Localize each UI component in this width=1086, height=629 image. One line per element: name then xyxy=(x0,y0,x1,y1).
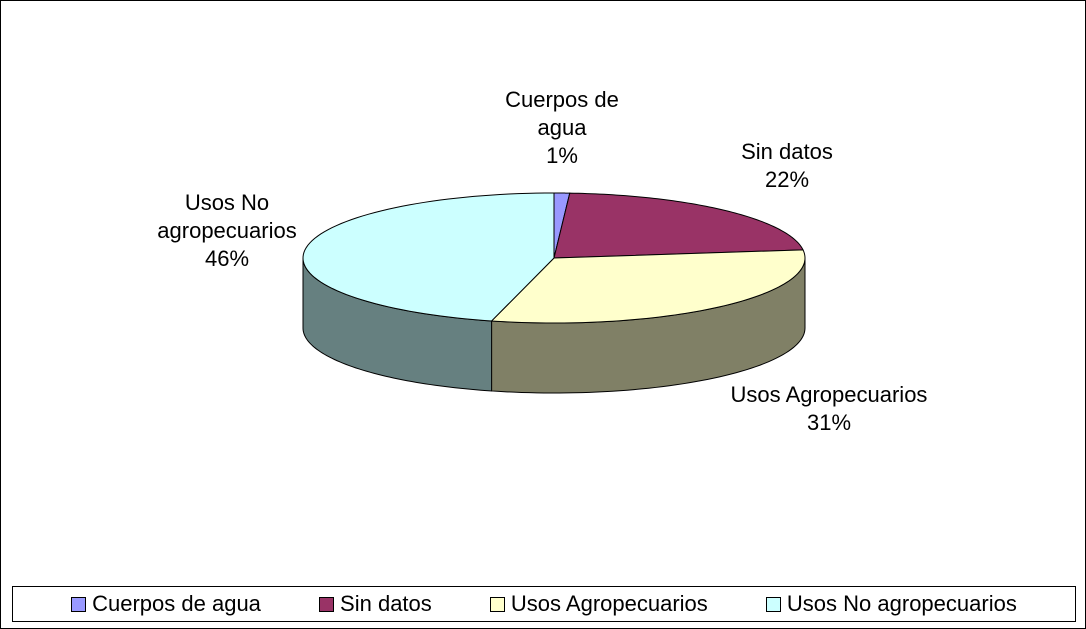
data-label: Usos No agropecuarios 46% xyxy=(132,189,322,273)
pie-slice xyxy=(490,249,806,324)
legend-label: Usos Agropecuarios xyxy=(510,591,708,616)
legend-swatch xyxy=(489,596,505,612)
data-label-category: Sin datos xyxy=(741,139,833,164)
data-label: Sin datos 22% xyxy=(702,138,872,194)
legend-label: Usos No agropecuarios xyxy=(786,591,1017,616)
data-label-category: Cuerpos de agua xyxy=(505,87,619,140)
legend-swatch xyxy=(765,596,781,612)
legend-item: Sin datos xyxy=(319,591,432,617)
legend-label: Cuerpos de agua xyxy=(92,591,261,616)
data-label-category: Usos Agropecuarios xyxy=(730,382,928,407)
data-label: Usos Agropecuarios 31% xyxy=(729,381,929,437)
legend-swatch xyxy=(319,596,335,612)
legend-item: Usos Agropecuarios xyxy=(489,591,708,617)
legend-swatch xyxy=(71,596,87,612)
legend-item: Cuerpos de agua xyxy=(71,591,261,617)
legend: Cuerpos de agua Sin datos Usos Agropecuari… xyxy=(12,586,1076,622)
data-label: Cuerpos de agua 1% xyxy=(487,86,637,170)
data-label-value: 46% xyxy=(204,246,250,271)
data-label-value: 22% xyxy=(764,167,810,192)
legend-label: Sin datos xyxy=(340,591,432,616)
legend-item: Usos No agropecuarios xyxy=(765,591,1017,617)
pie-slice xyxy=(302,192,555,322)
data-label-value: 31% xyxy=(806,410,852,435)
data-label-category: Usos No agropecuarios xyxy=(157,190,297,243)
data-label-value: 1% xyxy=(546,143,578,168)
pie-slice xyxy=(553,192,804,259)
